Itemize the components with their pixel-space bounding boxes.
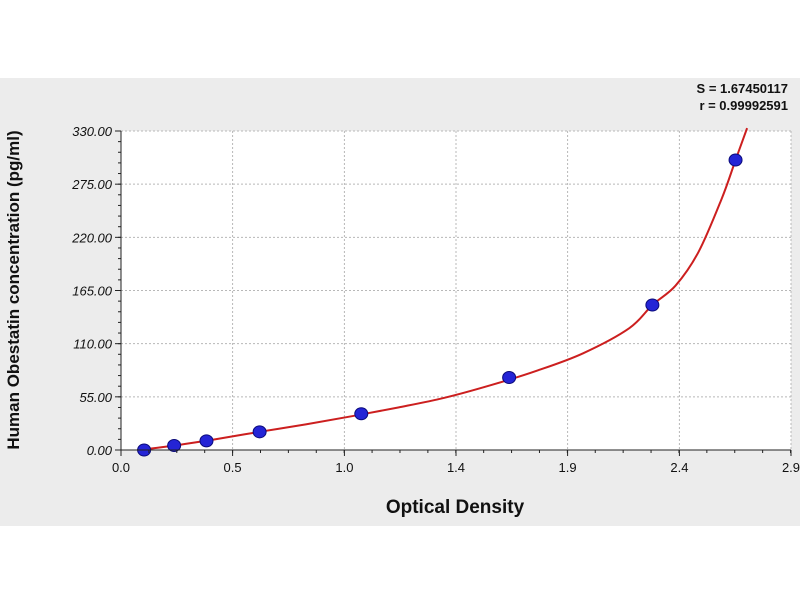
- data-point: [728, 153, 743, 167]
- data-point: [167, 438, 182, 452]
- ticks-layer: [115, 130, 792, 456]
- data-point: [502, 371, 517, 384]
- x-axis-title: Optical Density: [386, 497, 525, 518]
- y-axis-title: Human Obestatin concentration (pg/ml): [4, 130, 23, 449]
- data-point: [252, 425, 267, 439]
- y-tick-label: 220.00: [71, 230, 113, 245]
- labels-layer: 0.0 0.5 1.0 1.4 1.9 2.4 2.9 0.00 55.00 110.00 165.…: [71, 124, 800, 475]
- x-tick-label: 0.5: [224, 460, 242, 475]
- data-point: [354, 407, 369, 421]
- stat-r: r = 0.99992591: [699, 98, 788, 113]
- y-tick-label: 55.00: [79, 390, 112, 405]
- y-tick-label: 165.00: [72, 284, 113, 299]
- x-tick-label: 1.0: [335, 460, 353, 475]
- y-tick-label: 0.00: [87, 443, 113, 458]
- grid-layer: [121, 130, 792, 450]
- x-tick-label: 1.9: [559, 460, 577, 475]
- data-point: [199, 434, 214, 448]
- x-tick-label: 0.0: [112, 460, 130, 475]
- x-tick-label: 1.4: [447, 460, 465, 475]
- x-tick-label: 2.9: [782, 460, 800, 475]
- y-tick-label: 110.00: [73, 337, 113, 352]
- y-tick-label: 275.00: [71, 177, 113, 192]
- stat-s: S = 1.67450117: [697, 81, 788, 96]
- x-tick-label: 2.4: [670, 460, 688, 475]
- data-point: [645, 298, 660, 312]
- y-tick-label: 330.00: [72, 124, 113, 139]
